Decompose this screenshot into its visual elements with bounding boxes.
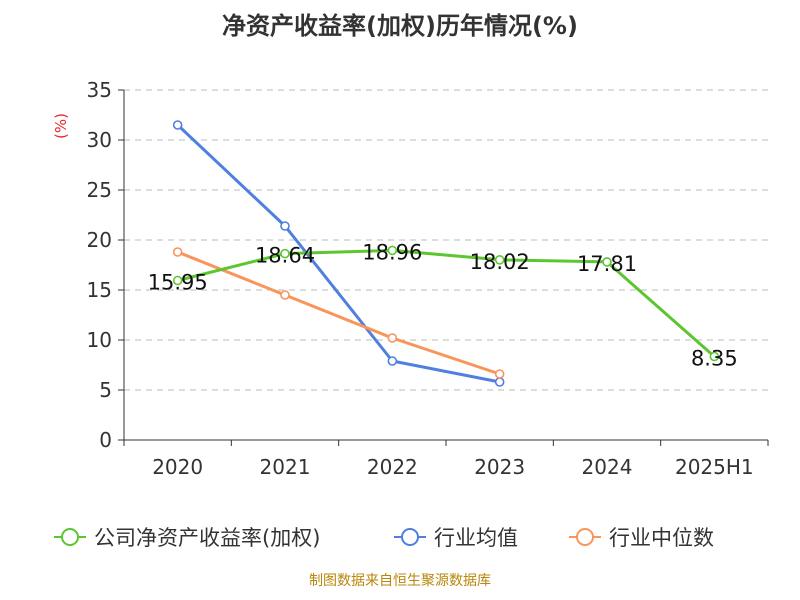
- y-tick-label-30: 30: [87, 128, 112, 152]
- data-point-industry_median-2021: [280, 290, 290, 300]
- data-point-industry_avg-2021: [280, 221, 290, 231]
- series-line-industry_median: [177, 250, 501, 376]
- x-tick-label-2023: 2023: [474, 455, 525, 479]
- x-tick-label-2024: 2024: [582, 455, 633, 479]
- source-note: 制图数据来自恒生聚源数据库: [309, 573, 491, 589]
- data-point-industry_avg-2022: [387, 356, 398, 366]
- data-point-company-2021: [280, 248, 290, 259]
- data-point-company-2025H1: [709, 351, 720, 362]
- chart-title: 净资产收益率(加权)历年情况(%): [222, 12, 578, 40]
- data-label-company-2021: 18.64: [255, 244, 315, 268]
- data-point-company-2023: [494, 254, 505, 265]
- legend-marker-industry_avg: [401, 528, 419, 546]
- y-tick-label-35: 35: [87, 78, 112, 102]
- y-tick-label-15: 15: [87, 278, 112, 302]
- x-tick-label-2020: 2020: [152, 455, 203, 479]
- y-tick-label-25: 25: [87, 178, 112, 202]
- y-tick-label-20: 20: [87, 228, 112, 252]
- x-tick-label-2022: 2022: [367, 455, 418, 479]
- data-point-company-2024: [602, 257, 612, 267]
- data-point-industry_avg-2023: [494, 377, 505, 387]
- data-point-industry_avg-2020: [172, 120, 183, 130]
- data-label-company-2020: 15.95: [148, 271, 208, 295]
- series-line-industry_avg: [176, 123, 500, 384]
- data-label-company-2022: 18.96: [362, 240, 422, 264]
- x-tick-label-2021: 2021: [260, 455, 311, 479]
- series-line-company: [177, 248, 716, 358]
- y-tick-label-5: 5: [99, 378, 112, 402]
- legend-marker-industry_median: [576, 528, 594, 546]
- legend-label-industry_avg: 行业均值: [434, 526, 518, 550]
- legend-marker-company: [61, 528, 79, 546]
- y-axis-unit-label: (%): [52, 113, 70, 139]
- x-tick-label-2025H1: 2025H1: [675, 455, 754, 479]
- y-tick-label-10: 10: [87, 328, 112, 352]
- data-point-company-2022: [387, 245, 398, 256]
- data-point-industry_median-2022: [387, 333, 398, 343]
- data-point-industry_median-2023: [494, 369, 505, 379]
- y-tick-label-0: 0: [99, 428, 112, 452]
- data-label-company-2025H1: 8.35: [691, 347, 738, 371]
- data-label-company-2024: 17.81: [577, 252, 637, 276]
- data-point-industry_median-2020: [172, 247, 183, 257]
- data-point-company-2020: [172, 275, 183, 286]
- legend-label-company: 公司净资产收益率(加权): [94, 526, 320, 550]
- data-label-company-2023: 18.02: [470, 250, 530, 274]
- legend-label-industry_median: 行业中位数: [609, 526, 714, 550]
